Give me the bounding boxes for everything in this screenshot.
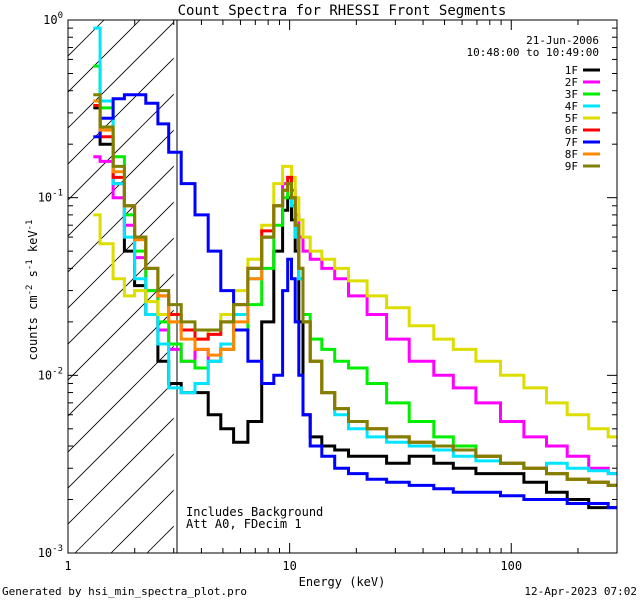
footer-generated-by: Generated by hsi_min_spectra_plot.pro <box>2 585 247 598</box>
y-tick-label: 10-3 <box>38 544 63 560</box>
y-label-exp: -1 <box>25 259 35 270</box>
hatch-line <box>68 201 174 309</box>
annotation-background: Includes Background <box>186 505 323 519</box>
hatch-line <box>68 381 174 489</box>
y-tick-label: 10-1 <box>38 189 63 205</box>
y-tick-base: 10 <box>43 13 57 27</box>
legend-label: 1F <box>565 64 578 77</box>
hatch-line <box>68 273 174 381</box>
y-tick-label: 100 <box>43 11 63 27</box>
date-label: 21-Jun-2006 <box>526 34 599 47</box>
y-tick-exp: -2 <box>52 366 63 376</box>
hatch-line <box>74 453 174 553</box>
y-tick-exp: -3 <box>52 544 63 554</box>
hatch-line <box>68 417 174 525</box>
time-range-label: 10:48:00 to 10:49:00 <box>467 46 599 59</box>
footer-timestamp: 12-Apr-2023 07:02 <box>524 585 637 598</box>
legend-label: 6F <box>565 124 578 137</box>
legend-label: 3F <box>565 88 578 101</box>
x-tick-label: 100 <box>500 559 522 573</box>
annotation-attenuator: Att A0, FDecim 1 <box>186 517 302 531</box>
y-tick-base: 10 <box>38 191 52 205</box>
series-line-9F <box>93 93 617 487</box>
y-tick-base: 10 <box>38 546 52 560</box>
x-tick-label: 10 <box>282 559 296 573</box>
y-tick-base: 10 <box>38 368 52 382</box>
y-label-part: s <box>26 270 40 284</box>
legend-label: 4F <box>565 100 578 113</box>
y-label-exp: -1 <box>25 220 35 231</box>
x-tick-label: 1 <box>64 559 71 573</box>
x-axis-label: Energy (keV) <box>299 575 386 589</box>
y-tick-exp: -1 <box>52 189 63 199</box>
legend-label: 2F <box>565 76 578 89</box>
series-layer <box>93 26 617 510</box>
y-tick-exp: 0 <box>58 11 63 21</box>
legend-label: 7F <box>565 136 578 149</box>
y-tick-label: 10-2 <box>38 366 63 382</box>
legend-label: 8F <box>565 148 578 161</box>
y-axis-label: counts cm-2 s-1 keV-1 <box>25 220 40 361</box>
hatch-line <box>68 57 174 165</box>
series-line-1F <box>93 106 617 510</box>
legend-label: 9F <box>565 160 578 173</box>
y-label-exp: -2 <box>25 285 35 296</box>
plot-frame <box>67 19 618 554</box>
hatch-line <box>68 21 174 129</box>
y-label-part: counts cm <box>26 295 40 360</box>
legend-label: 5F <box>565 112 578 125</box>
series-line-7F <box>93 93 617 510</box>
chart-title: Count Spectra for RHESSI Front Segments <box>178 3 507 19</box>
y-label-part: keV <box>26 230 40 259</box>
